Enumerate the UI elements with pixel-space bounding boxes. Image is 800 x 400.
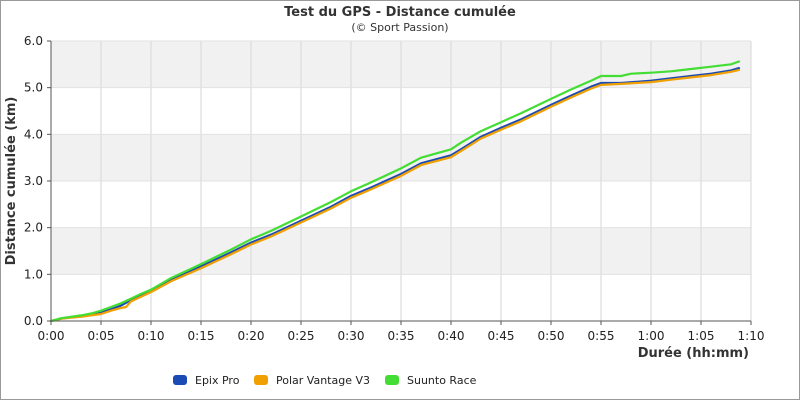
x-tick-label: 0:50 [538, 329, 565, 343]
x-tick-label: 0:35 [388, 329, 415, 343]
x-tick-label: 0:30 [338, 329, 365, 343]
chart-subtitle: (© Sport Passion) [351, 21, 448, 34]
y-tick-label: 1.0 [24, 267, 43, 281]
series-line-polar-vantage-v3 [49, 68, 741, 323]
legend-swatch-epix-pro [173, 375, 187, 385]
x-tick-label: 0:55 [588, 329, 615, 343]
axes [47, 40, 752, 325]
x-tick-label: 0:40 [438, 329, 465, 343]
x-tick-label: 0:25 [288, 329, 315, 343]
legend-label-epix-pro: Epix Pro [195, 374, 240, 387]
x-tick-label: 0:05 [88, 329, 115, 343]
x-tick-label: 0:45 [488, 329, 515, 343]
x-tick-label: 0:15 [188, 329, 215, 343]
x-tick-label: 0:10 [138, 329, 165, 343]
x-tick-labels: 0:00 0:05 0:10 0:15 0:20 0:25 0:30 0:35 0:40 0:45… [38, 329, 765, 343]
x-tick-label: 1:00 [638, 329, 665, 343]
y-tick-label: 6.0 [24, 34, 43, 48]
y-tick-label: 4.0 [24, 127, 43, 141]
y-tick-labels: 0.0 1.0 2.0 3.0 4.0 5.0 6.0 [24, 34, 43, 328]
legend: Epix Pro Polar Vantage V3 Suunto Race [173, 374, 477, 387]
x-tick-label: 0:00 [38, 329, 65, 343]
y-tick-label: 5.0 [24, 81, 43, 95]
y-tick-label: 0.0 [24, 314, 43, 328]
legend-swatch-suunto-race [385, 375, 399, 385]
x-axis-label: Durée (hh:mm) [638, 346, 749, 361]
y-tick-label: 2.0 [24, 221, 43, 235]
y-axis-label: Distance cumulée (km) [4, 97, 19, 266]
series-lines [49, 60, 741, 323]
chart-title: Test du GPS - Distance cumulée [284, 5, 516, 20]
x-tick-label: 0:20 [238, 329, 265, 343]
legend-label-suunto-race: Suunto Race [407, 374, 477, 387]
series-line-suunto-race [49, 60, 741, 323]
grid-lines [51, 40, 752, 321]
legend-swatch-polar-vantage-v3 [254, 375, 268, 385]
x-tick-label: 1:10 [738, 329, 765, 343]
y-tick-label: 3.0 [24, 174, 43, 188]
legend-label-polar-vantage-v3: Polar Vantage V3 [276, 374, 370, 387]
x-tick-label: 1:05 [688, 329, 715, 343]
